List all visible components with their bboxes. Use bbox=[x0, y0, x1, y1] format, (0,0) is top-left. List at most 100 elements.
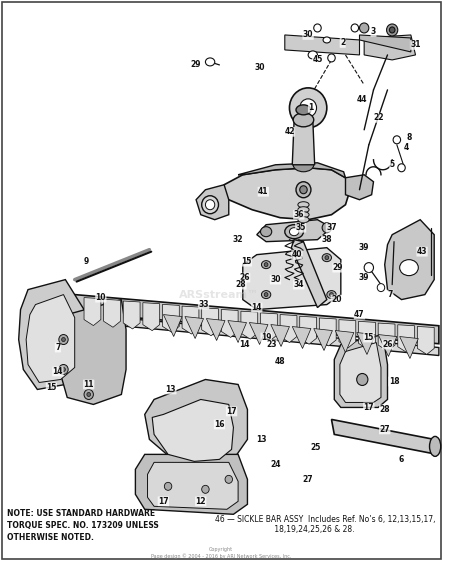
Polygon shape bbox=[145, 379, 247, 464]
Ellipse shape bbox=[296, 182, 311, 198]
Text: 20: 20 bbox=[331, 295, 341, 304]
Text: 36: 36 bbox=[293, 210, 304, 219]
Text: 19: 19 bbox=[261, 333, 272, 342]
Polygon shape bbox=[339, 320, 356, 348]
Text: 18: 18 bbox=[389, 377, 400, 386]
Polygon shape bbox=[185, 316, 203, 338]
Text: 24: 24 bbox=[270, 460, 281, 469]
Ellipse shape bbox=[87, 392, 91, 396]
Text: 13: 13 bbox=[165, 385, 176, 394]
Polygon shape bbox=[300, 316, 317, 345]
Text: 14: 14 bbox=[252, 303, 262, 312]
Polygon shape bbox=[334, 334, 388, 407]
Polygon shape bbox=[364, 35, 416, 60]
Ellipse shape bbox=[308, 51, 318, 59]
Polygon shape bbox=[271, 324, 290, 347]
Polygon shape bbox=[340, 342, 381, 402]
Polygon shape bbox=[26, 294, 75, 383]
Polygon shape bbox=[400, 337, 419, 359]
Polygon shape bbox=[319, 318, 336, 346]
Polygon shape bbox=[292, 327, 311, 348]
Ellipse shape bbox=[62, 368, 65, 371]
Polygon shape bbox=[359, 35, 411, 52]
Text: 8: 8 bbox=[406, 133, 412, 142]
Ellipse shape bbox=[322, 223, 331, 233]
Text: 18,19,24,25,26 & 28.: 18,19,24,25,26 & 28. bbox=[215, 525, 354, 534]
Polygon shape bbox=[147, 463, 238, 509]
Ellipse shape bbox=[329, 293, 333, 297]
Polygon shape bbox=[285, 35, 359, 55]
Text: 42: 42 bbox=[284, 128, 295, 137]
Polygon shape bbox=[241, 311, 258, 339]
Ellipse shape bbox=[205, 58, 215, 66]
Ellipse shape bbox=[59, 365, 68, 374]
Ellipse shape bbox=[298, 202, 309, 208]
Ellipse shape bbox=[387, 24, 398, 36]
Ellipse shape bbox=[298, 217, 309, 223]
Text: ARSstream™: ARSstream™ bbox=[179, 289, 259, 300]
Text: 5: 5 bbox=[390, 160, 395, 169]
Ellipse shape bbox=[264, 262, 268, 266]
Polygon shape bbox=[75, 314, 439, 356]
Ellipse shape bbox=[290, 228, 299, 235]
Text: 46 — SICKLE BAR ASSY  Includes Ref. No’s 6, 12,13,15,17,: 46 — SICKLE BAR ASSY Includes Ref. No’s … bbox=[215, 515, 435, 524]
Polygon shape bbox=[152, 400, 233, 461]
Ellipse shape bbox=[293, 158, 314, 172]
Ellipse shape bbox=[290, 88, 327, 128]
Text: 2: 2 bbox=[340, 38, 346, 47]
Text: 22: 22 bbox=[373, 114, 383, 123]
Polygon shape bbox=[136, 454, 247, 514]
Ellipse shape bbox=[429, 437, 441, 456]
Polygon shape bbox=[378, 334, 397, 356]
Text: 15: 15 bbox=[46, 383, 56, 392]
Text: 27: 27 bbox=[303, 475, 313, 484]
Text: 17: 17 bbox=[364, 403, 374, 412]
Text: 14: 14 bbox=[239, 340, 250, 349]
Polygon shape bbox=[292, 239, 327, 307]
Text: 6: 6 bbox=[399, 455, 404, 464]
Text: 15: 15 bbox=[364, 333, 374, 342]
Text: 41: 41 bbox=[258, 187, 269, 196]
Polygon shape bbox=[357, 333, 375, 355]
Text: 31: 31 bbox=[410, 40, 421, 49]
Text: 10: 10 bbox=[96, 293, 106, 302]
Ellipse shape bbox=[357, 374, 368, 386]
Text: 43: 43 bbox=[417, 247, 427, 256]
Polygon shape bbox=[280, 315, 297, 342]
Text: 30: 30 bbox=[303, 30, 313, 39]
Polygon shape bbox=[249, 323, 268, 345]
Text: 30: 30 bbox=[255, 64, 265, 72]
Text: 27: 27 bbox=[379, 425, 390, 434]
Ellipse shape bbox=[322, 253, 331, 262]
Text: 38: 38 bbox=[321, 235, 332, 244]
Ellipse shape bbox=[62, 338, 65, 342]
Text: 13: 13 bbox=[256, 435, 267, 444]
Text: 26: 26 bbox=[239, 273, 250, 282]
Polygon shape bbox=[378, 323, 395, 351]
Text: 7: 7 bbox=[388, 290, 393, 299]
Polygon shape bbox=[385, 220, 434, 300]
Polygon shape bbox=[182, 306, 199, 334]
Polygon shape bbox=[61, 300, 126, 405]
Ellipse shape bbox=[298, 207, 309, 212]
Ellipse shape bbox=[400, 260, 419, 275]
Text: 34: 34 bbox=[293, 280, 304, 289]
Polygon shape bbox=[228, 320, 246, 342]
Text: 23: 23 bbox=[266, 340, 277, 349]
Text: 7: 7 bbox=[55, 343, 61, 352]
Ellipse shape bbox=[398, 164, 405, 172]
Ellipse shape bbox=[164, 482, 172, 490]
Ellipse shape bbox=[393, 136, 401, 144]
Ellipse shape bbox=[351, 24, 358, 32]
Text: Copyright
Page design © 2004 - 2016 by ARI Network Services, Inc.: Copyright Page design © 2004 - 2016 by A… bbox=[151, 547, 292, 559]
Polygon shape bbox=[335, 330, 354, 352]
Polygon shape bbox=[18, 280, 84, 389]
Ellipse shape bbox=[314, 24, 321, 32]
Ellipse shape bbox=[262, 291, 271, 298]
Polygon shape bbox=[331, 419, 437, 454]
Text: 11: 11 bbox=[83, 380, 94, 389]
Text: 29: 29 bbox=[333, 263, 343, 272]
Ellipse shape bbox=[296, 105, 311, 115]
Ellipse shape bbox=[264, 293, 268, 297]
Ellipse shape bbox=[285, 225, 303, 239]
